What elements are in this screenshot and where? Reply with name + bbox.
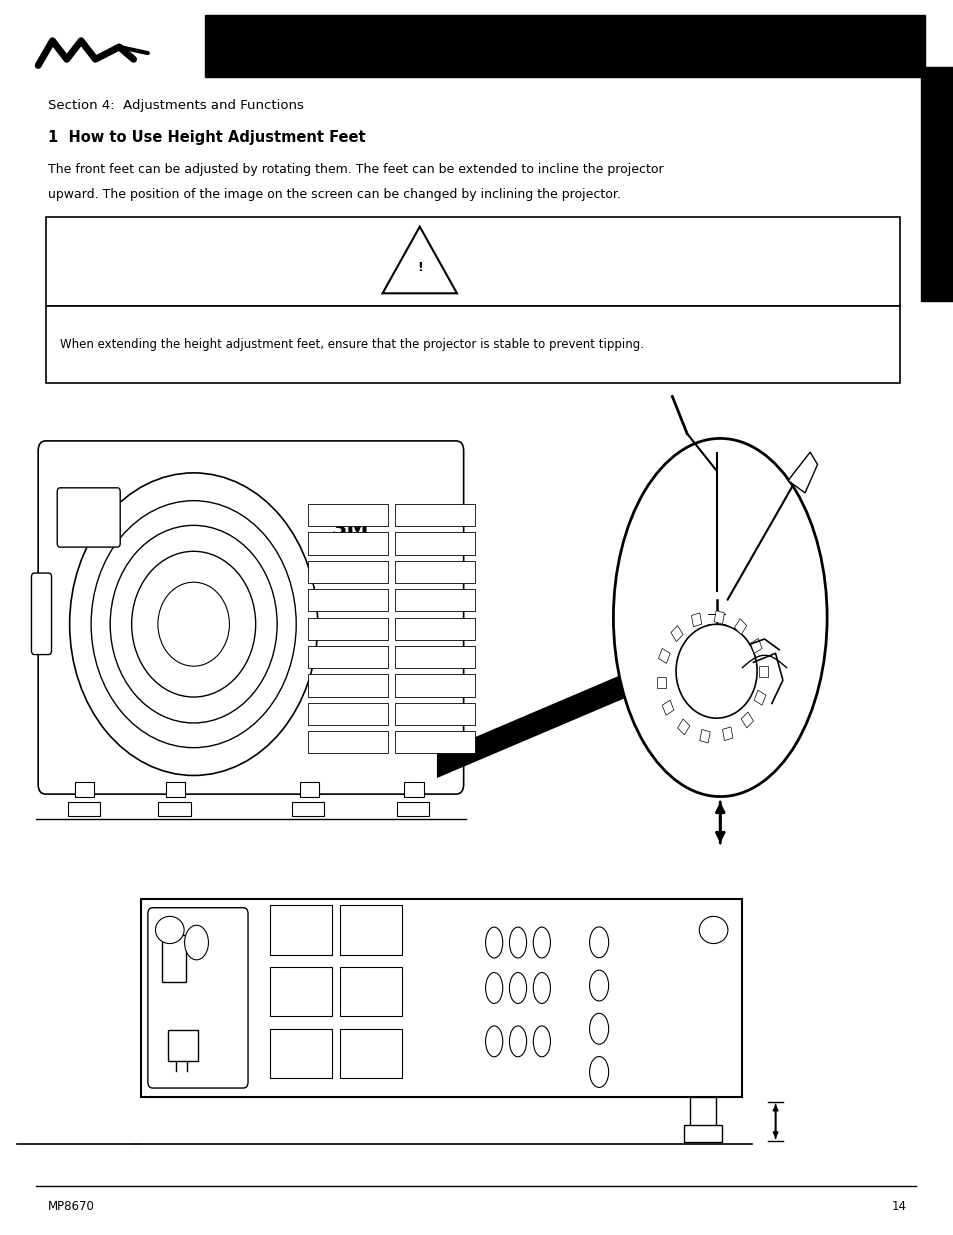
Ellipse shape xyxy=(613,438,826,797)
Bar xyxy=(740,713,753,727)
Bar xyxy=(395,646,475,668)
Ellipse shape xyxy=(509,1026,526,1057)
Bar xyxy=(308,646,387,668)
Bar xyxy=(308,589,387,611)
Text: Perform the following steps to adjust the height of the projector:: Perform the following steps to adjust th… xyxy=(48,237,451,251)
Text: The front feet can be adjusted by rotating them. The feet can be extended to inc: The front feet can be adjusted by rotati… xyxy=(48,163,662,177)
Bar xyxy=(396,802,429,816)
Bar xyxy=(721,727,732,741)
Bar xyxy=(404,782,423,797)
Bar xyxy=(395,589,475,611)
Bar xyxy=(339,967,401,1016)
Ellipse shape xyxy=(589,971,608,1000)
Bar xyxy=(75,782,94,797)
Bar xyxy=(750,638,761,653)
Ellipse shape xyxy=(589,926,608,958)
Bar xyxy=(205,15,924,77)
Bar xyxy=(46,217,899,306)
Ellipse shape xyxy=(485,927,502,958)
Bar xyxy=(920,67,953,301)
Bar xyxy=(395,504,475,526)
Ellipse shape xyxy=(184,925,208,960)
Bar xyxy=(46,306,899,383)
Bar xyxy=(270,967,332,1016)
Bar xyxy=(691,613,701,626)
Text: !: ! xyxy=(416,261,422,274)
Bar xyxy=(308,532,387,555)
Bar xyxy=(395,731,475,753)
Bar xyxy=(677,719,689,735)
Ellipse shape xyxy=(70,473,317,776)
Text: MP8670: MP8670 xyxy=(48,1200,94,1214)
Bar xyxy=(754,690,765,705)
Bar xyxy=(308,674,387,697)
Bar xyxy=(658,648,669,663)
Bar xyxy=(308,504,387,526)
Ellipse shape xyxy=(155,916,184,944)
Bar xyxy=(166,782,185,797)
Bar xyxy=(714,610,723,624)
Bar xyxy=(670,626,682,641)
Text: 1  How to Use Height Adjustment Feet: 1 How to Use Height Adjustment Feet xyxy=(48,130,365,144)
Bar xyxy=(395,674,475,697)
Bar xyxy=(395,561,475,583)
Bar xyxy=(168,1030,198,1061)
Bar xyxy=(734,619,746,635)
Ellipse shape xyxy=(485,1026,502,1057)
Ellipse shape xyxy=(533,973,550,1003)
Text: Section 4:  Adjustments and Functions: Section 4: Adjustments and Functions xyxy=(48,99,303,112)
Ellipse shape xyxy=(589,1013,608,1045)
Bar xyxy=(270,1029,332,1078)
Bar xyxy=(683,1125,721,1142)
Ellipse shape xyxy=(676,625,757,718)
Bar xyxy=(758,666,767,677)
Bar xyxy=(292,802,324,816)
Bar xyxy=(308,731,387,753)
Bar xyxy=(162,935,186,982)
FancyBboxPatch shape xyxy=(148,908,248,1088)
Text: upward. The position of the image on the screen can be changed by inclining the : upward. The position of the image on the… xyxy=(48,188,619,201)
Bar xyxy=(308,561,387,583)
FancyBboxPatch shape xyxy=(57,488,120,547)
Polygon shape xyxy=(436,655,669,778)
Bar xyxy=(339,905,401,955)
Ellipse shape xyxy=(111,525,276,722)
Ellipse shape xyxy=(509,973,526,1003)
Text: 3M: 3M xyxy=(332,519,369,538)
Text: When extending the height adjustment feet, ensure that the projector is stable t: When extending the height adjustment fee… xyxy=(60,338,643,351)
Ellipse shape xyxy=(509,927,526,958)
Polygon shape xyxy=(382,227,456,293)
FancyBboxPatch shape xyxy=(38,441,463,794)
Bar xyxy=(299,782,318,797)
Ellipse shape xyxy=(485,973,502,1003)
Ellipse shape xyxy=(533,927,550,958)
Ellipse shape xyxy=(91,500,295,747)
Bar xyxy=(700,730,709,743)
Bar xyxy=(270,905,332,955)
FancyBboxPatch shape xyxy=(31,573,51,655)
Ellipse shape xyxy=(533,1026,550,1057)
Text: 14: 14 xyxy=(890,1200,905,1214)
Bar xyxy=(395,618,475,640)
Bar xyxy=(656,677,665,688)
Bar xyxy=(689,1097,716,1128)
Ellipse shape xyxy=(158,582,229,666)
Bar xyxy=(661,700,673,715)
Bar xyxy=(308,618,387,640)
Polygon shape xyxy=(787,452,817,493)
Ellipse shape xyxy=(589,1057,608,1087)
Bar xyxy=(158,802,191,816)
Bar xyxy=(68,802,100,816)
Bar xyxy=(339,1029,401,1078)
Ellipse shape xyxy=(699,916,727,944)
Bar xyxy=(141,899,741,1097)
Bar xyxy=(395,703,475,725)
Bar xyxy=(395,532,475,555)
Bar xyxy=(308,703,387,725)
Ellipse shape xyxy=(132,551,255,697)
